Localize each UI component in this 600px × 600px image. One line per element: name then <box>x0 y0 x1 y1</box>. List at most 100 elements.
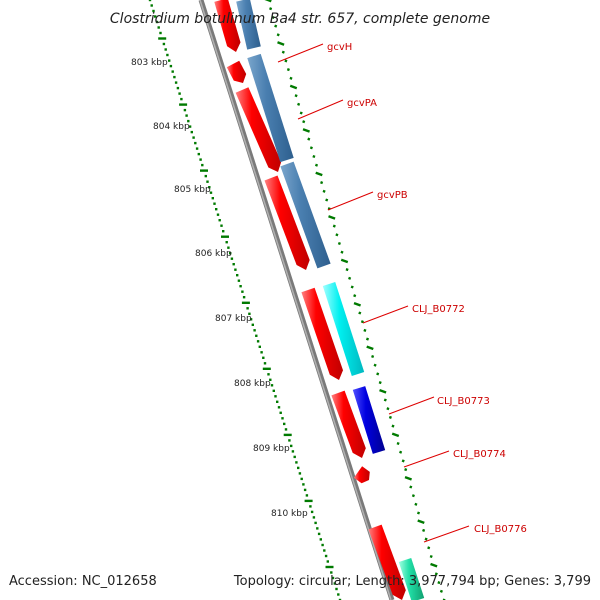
scale-tick <box>208 186 211 189</box>
map-title: Clostridium botulinum Ba4 str. 657, comp… <box>110 11 490 27</box>
scale-tick <box>324 554 328 558</box>
scale-tick <box>310 510 314 514</box>
gene-label-line <box>423 525 470 543</box>
outer-tick <box>269 7 273 11</box>
scale-tick <box>201 163 204 167</box>
kbp-scale-ticks <box>148 0 342 600</box>
scale-tick <box>260 351 263 354</box>
gene-label-line <box>327 191 374 211</box>
scale-tick <box>225 241 228 244</box>
outer-tick <box>277 41 285 46</box>
outer-tick <box>337 241 341 246</box>
outer-tick <box>325 198 329 202</box>
scale-tick <box>298 472 302 475</box>
scale-tick <box>190 130 193 134</box>
scale-tick <box>218 219 221 222</box>
scale-tick <box>302 483 305 486</box>
outer-tick <box>274 24 278 28</box>
topology-text: Topology: circular; Length: 3,977,794 bp… <box>233 574 591 589</box>
outer-tick <box>401 459 405 463</box>
scale-tick <box>270 384 274 387</box>
outer-tick <box>422 528 426 532</box>
kbp-labels: 803 kbp 804 kbp 805 kbp 806 kbp 807 kbp … <box>131 58 308 519</box>
scale-tick <box>227 246 230 249</box>
scale-tick <box>312 516 316 519</box>
outer-tick <box>340 258 349 264</box>
scale-tick <box>297 466 300 470</box>
scale-tick <box>291 450 295 453</box>
outer-tick <box>416 511 421 515</box>
outer-tick <box>391 424 395 428</box>
outer-tick <box>314 163 319 167</box>
scale-tick <box>262 356 265 359</box>
outer-tick <box>348 276 352 280</box>
scale-tick <box>253 329 256 332</box>
scale-tick <box>300 477 303 481</box>
gene-label-line <box>388 396 435 415</box>
outer-tick <box>340 250 344 254</box>
gene-feature-gcvh <box>236 0 261 50</box>
scale-tick <box>321 543 324 547</box>
scale-tick <box>309 505 312 508</box>
scale-tick <box>249 318 253 321</box>
outer-tick <box>424 537 428 541</box>
scale-tick <box>331 576 335 580</box>
accession-text: Accession: NC_012658 <box>9 574 157 589</box>
gene-label-gcvpa: gcvPA <box>347 98 377 109</box>
gene-labels: gcvH gcvPA gcvPB CLJ_B0772 CLJ_B0773 CLJ… <box>327 42 527 535</box>
scale-tick <box>220 224 223 227</box>
scale-tick <box>246 307 249 310</box>
scale-tick <box>155 20 159 24</box>
gene-label-line <box>403 450 450 468</box>
scale-tick <box>176 86 180 90</box>
gene-features <box>214 0 425 600</box>
scale-tick <box>209 191 213 194</box>
outer-tick <box>399 450 403 454</box>
outer-tick <box>335 233 339 237</box>
scale-tick <box>276 400 279 403</box>
outer-tick-ring <box>264 0 446 600</box>
scale-tick <box>326 560 329 563</box>
outer-tick <box>365 337 370 341</box>
outer-tick <box>320 181 324 185</box>
cds-feature <box>264 175 310 270</box>
outer-tick <box>388 415 392 419</box>
scale-tick <box>288 439 291 442</box>
scale-tick <box>263 362 267 365</box>
outer-tick <box>307 137 311 141</box>
gene-label-gcvpb: gcvPB <box>377 190 408 201</box>
scale-tick <box>188 125 192 128</box>
scale-tick <box>194 141 197 145</box>
scale-tick <box>206 180 209 183</box>
outer-tick <box>345 268 349 272</box>
scale-tick <box>222 230 225 233</box>
gene-feature-clj-b0772 <box>322 282 365 376</box>
gene-label-lines <box>277 43 470 543</box>
scale-tick <box>221 235 229 238</box>
scale-tick <box>230 257 234 260</box>
scale-tick <box>211 197 214 200</box>
scale-tick <box>180 97 183 101</box>
gene-label-clj-b0772: CLJ_B0772 <box>412 304 465 315</box>
outer-tick <box>271 15 275 19</box>
outer-tick <box>430 562 438 568</box>
cds-feature <box>301 287 343 380</box>
gene-label-line <box>277 43 324 63</box>
gene-label-gcvh: gcvH <box>327 42 352 53</box>
outer-tick <box>294 94 298 98</box>
outer-tick <box>391 432 400 438</box>
scale-tick <box>290 444 293 448</box>
scale-tick <box>283 422 286 426</box>
scale-tick <box>200 169 208 172</box>
scale-tick <box>337 593 340 596</box>
scale-tick <box>248 312 251 315</box>
cds-feature <box>353 466 370 484</box>
outer-tick <box>264 0 272 3</box>
outer-tick <box>383 398 387 402</box>
scale-tick <box>304 499 313 503</box>
scale-tick <box>216 213 220 216</box>
outer-tick <box>284 59 288 63</box>
scale-tick <box>199 158 202 161</box>
outer-tick <box>373 363 377 367</box>
scale-tick <box>183 108 187 112</box>
